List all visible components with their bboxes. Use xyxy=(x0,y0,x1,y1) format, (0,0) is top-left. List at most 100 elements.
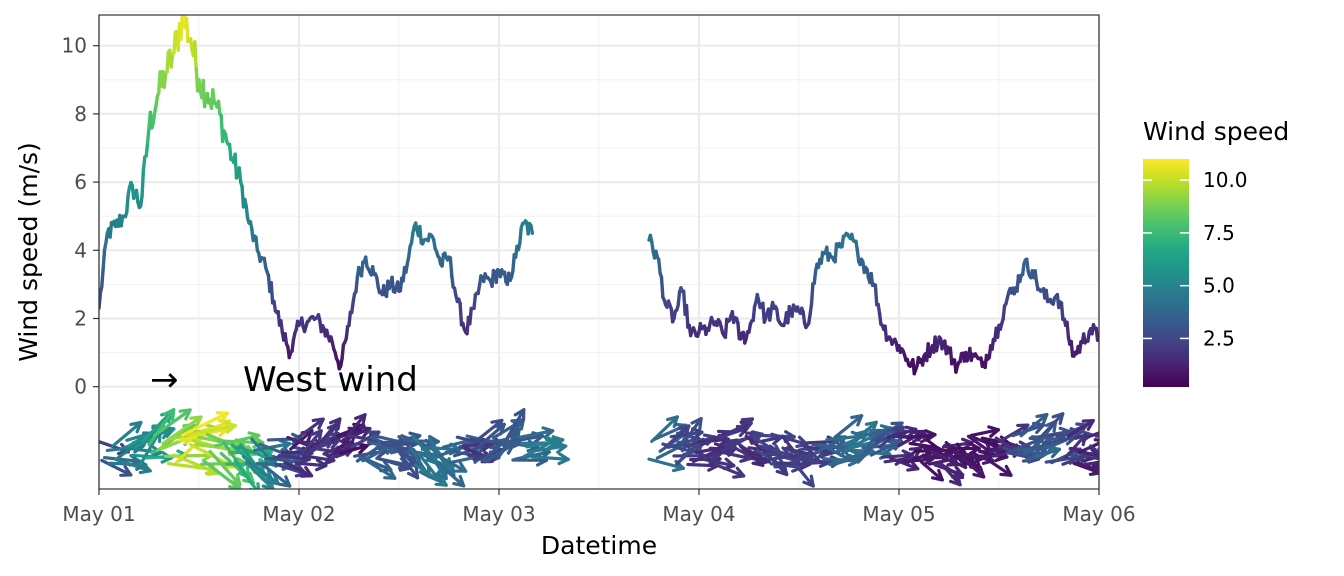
speed-segment xyxy=(877,311,883,326)
x-tick-label: May 05 xyxy=(862,502,935,526)
data-layer xyxy=(99,15,1099,489)
x-tick-label: May 03 xyxy=(462,502,535,526)
speed-segment xyxy=(347,310,353,328)
speed-segment xyxy=(141,155,147,172)
speed-segment xyxy=(809,282,815,306)
legend-title: Wind speed xyxy=(1143,117,1289,146)
speed-segment xyxy=(184,16,190,44)
speed-segment xyxy=(1044,288,1050,304)
speed-segment xyxy=(344,324,350,341)
wind-arrow xyxy=(147,408,176,447)
y-tick-label: 2 xyxy=(74,306,87,330)
wind-arrow xyxy=(1064,433,1088,459)
speed-segment xyxy=(134,188,140,204)
speed-segment xyxy=(812,269,818,286)
speed-segment xyxy=(518,226,523,245)
wind-arrow xyxy=(1086,431,1099,439)
speed-segment xyxy=(350,300,355,315)
speed-segment xyxy=(873,283,879,307)
speed-segment xyxy=(657,257,662,275)
wind-arrow xyxy=(261,463,292,488)
y-tick-label: 0 xyxy=(74,375,87,399)
speed-segment xyxy=(801,310,807,325)
wind-arrow xyxy=(341,426,372,442)
speed-segment xyxy=(197,78,203,93)
speed-segment xyxy=(1069,339,1075,358)
wind-arrow xyxy=(344,413,367,439)
speed-segment xyxy=(216,99,222,116)
annotation-label: West wind xyxy=(243,360,418,400)
speed-segment xyxy=(468,306,473,326)
wind-arrow xyxy=(397,449,420,480)
speed-segment xyxy=(1065,320,1071,340)
wind-arrow xyxy=(505,408,526,440)
wind-arrow xyxy=(986,458,1013,477)
wind-arrow xyxy=(905,429,937,442)
y-axis: 0 2 4 6 8 10 xyxy=(62,34,99,399)
wind-arrow xyxy=(725,417,754,437)
speed-segment xyxy=(490,268,496,289)
wind-arrow xyxy=(1083,460,1099,467)
speed-segment xyxy=(775,307,780,322)
wind-arrow xyxy=(161,415,203,446)
speed-segment xyxy=(676,290,682,307)
y-axis-title: Wind speed (m/s) xyxy=(14,142,43,362)
y-tick-label: 6 xyxy=(74,170,87,194)
speed-segment xyxy=(1033,269,1039,284)
speed-segment xyxy=(440,252,446,268)
legend-label: 10.0 xyxy=(1203,168,1248,192)
speed-segment xyxy=(269,280,275,305)
wind-arrow xyxy=(714,463,746,479)
speed-segment xyxy=(458,301,464,327)
wind-arrow xyxy=(300,429,323,456)
speed-segment xyxy=(448,256,454,278)
wind-arrow xyxy=(114,457,152,475)
wind-arrow xyxy=(961,456,986,479)
speed-segment xyxy=(684,303,690,329)
speed-segment xyxy=(1025,257,1030,273)
wind-arrow xyxy=(1089,444,1099,455)
wind-arrow xyxy=(516,426,555,440)
speed-segment xyxy=(869,271,875,288)
wind-arrow xyxy=(208,449,242,487)
speed-segment xyxy=(151,111,157,126)
wind-arrow xyxy=(791,460,815,488)
speed-segment xyxy=(751,305,757,323)
wind-arrow xyxy=(1094,434,1099,438)
speed-segment xyxy=(407,244,412,259)
speed-segment xyxy=(883,324,889,342)
speed-segment xyxy=(1059,301,1065,322)
wind-arrow xyxy=(283,461,314,478)
speed-segment xyxy=(354,275,360,294)
speed-segment xyxy=(162,71,168,89)
speed-segment xyxy=(179,15,185,41)
wind-speed-lines xyxy=(99,15,1099,376)
speed-segment xyxy=(244,204,250,220)
speed-segment xyxy=(125,192,130,214)
wind-arrow xyxy=(969,425,1000,438)
legend-label: 7.5 xyxy=(1203,221,1235,245)
speed-segment xyxy=(723,317,729,340)
speed-segment xyxy=(169,52,175,69)
speed-segment xyxy=(472,293,478,310)
wind-arrow xyxy=(252,439,292,452)
speed-segment xyxy=(1001,304,1007,321)
wind-arrow xyxy=(950,442,981,455)
west-wind-arrow-icon: → xyxy=(150,360,179,400)
speed-segment xyxy=(172,30,178,55)
speed-segment xyxy=(145,125,151,145)
speed-segment xyxy=(188,37,194,52)
annotation: → West wind xyxy=(150,360,418,400)
wind-arrow xyxy=(527,441,568,454)
wind-arrow xyxy=(1066,418,1095,438)
y-tick-label: 4 xyxy=(74,238,87,262)
wind-arrow xyxy=(1039,412,1065,439)
speed-segment xyxy=(100,266,105,289)
speed-segment xyxy=(529,223,535,235)
wind-arrow xyxy=(1019,412,1049,438)
plot-panel-border xyxy=(98,14,1100,490)
speed-segment xyxy=(237,166,243,184)
wind-arrow xyxy=(186,421,237,437)
wind-arrow xyxy=(680,417,703,447)
speed-segment xyxy=(418,224,423,245)
